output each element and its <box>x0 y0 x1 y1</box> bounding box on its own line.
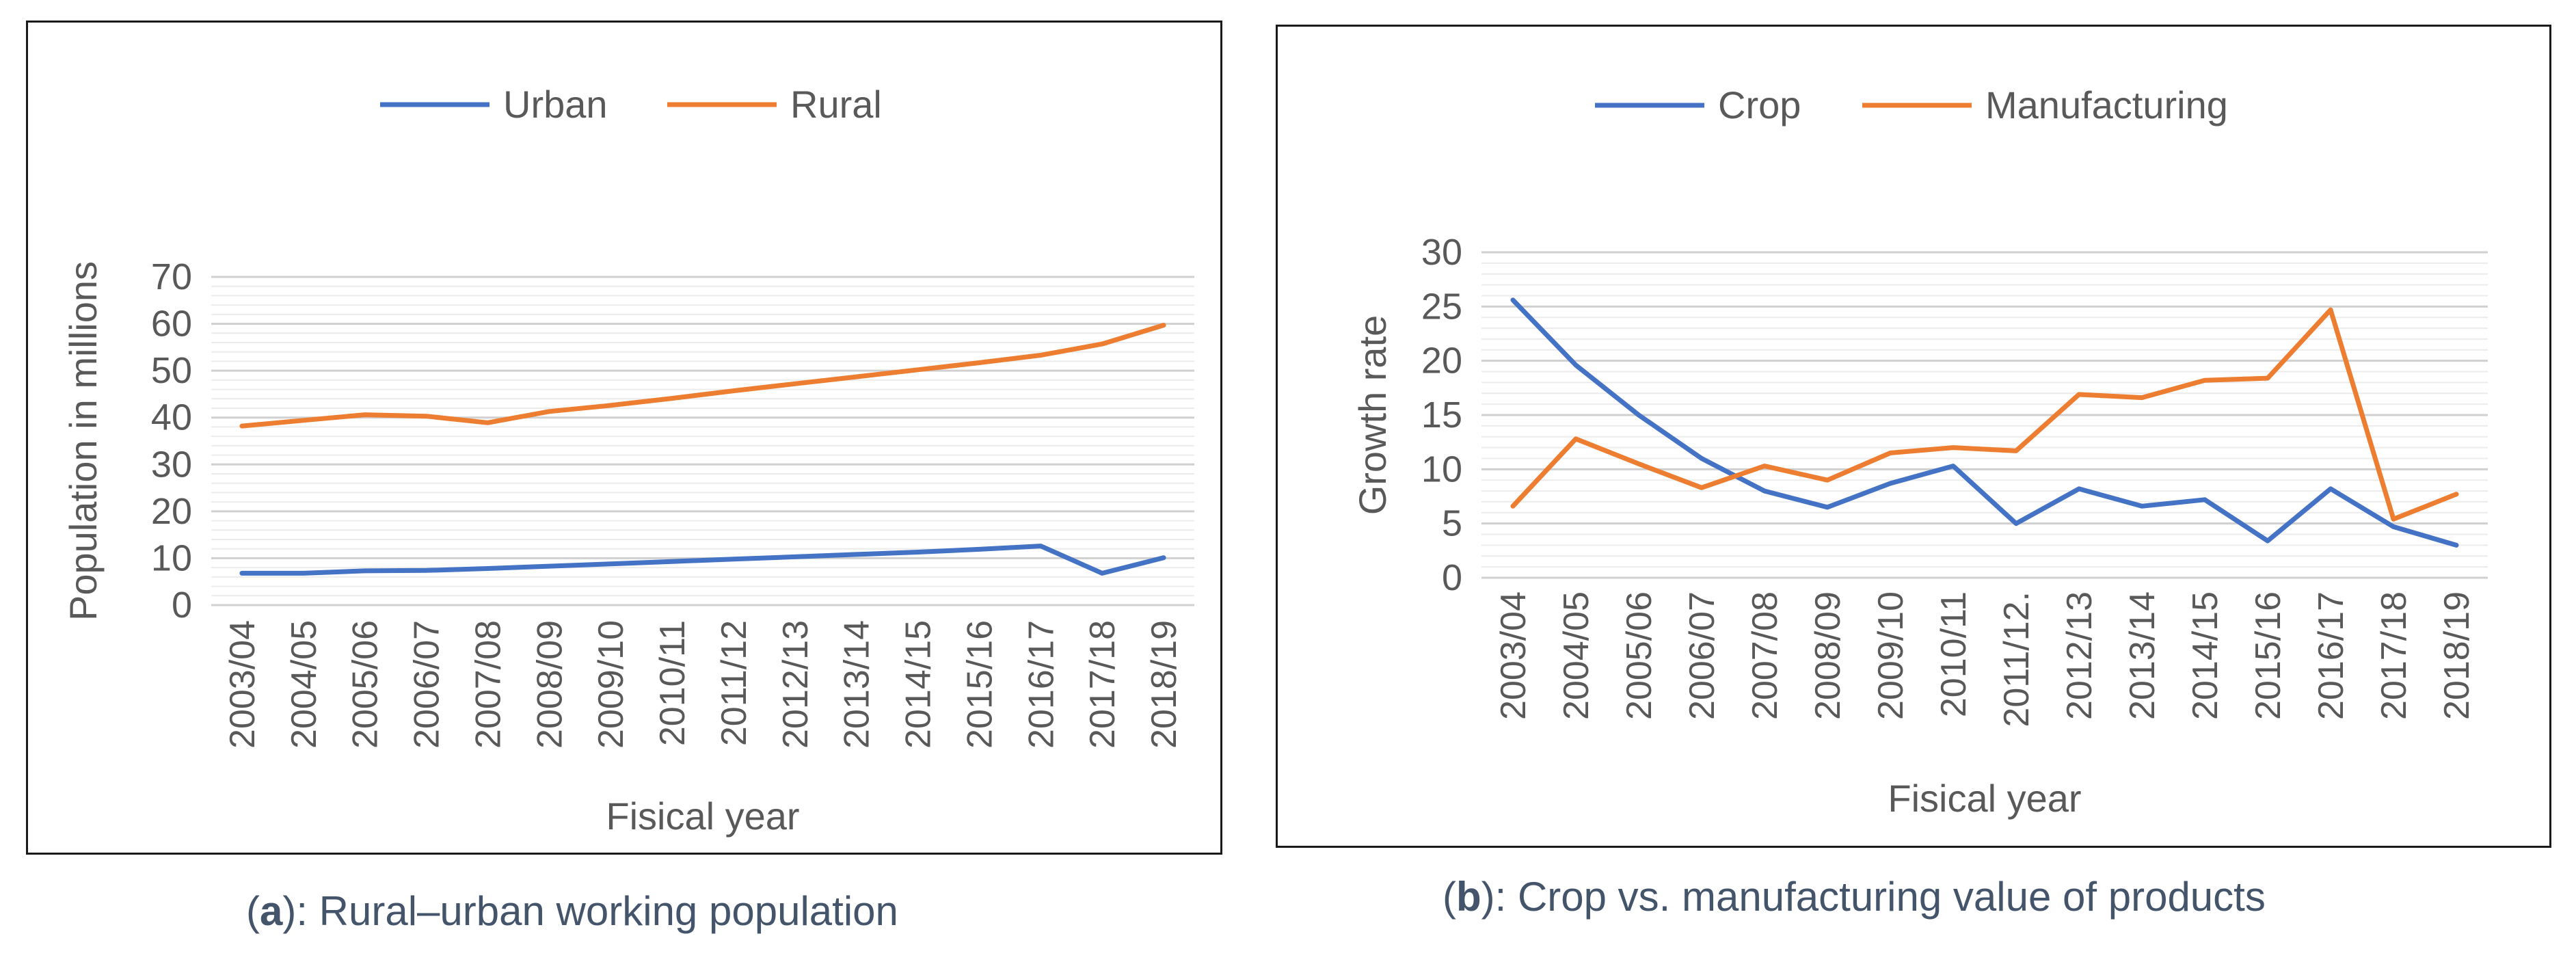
caption-a: (a): Rural–urban working population <box>246 887 898 935</box>
chart-b-x-tick-label: 2010/11 <box>1934 591 1974 717</box>
chart-a-series-line-urban <box>239 544 1166 576</box>
chart-b-x-axis-title: Fisical year <box>1888 777 2081 820</box>
chart-a-y-axis-title: Population in millions <box>62 261 105 621</box>
chart-a-x-tick-label: 2003/04 <box>223 620 263 749</box>
chart-b-x-tick-label: 2012/13 <box>2060 591 2099 720</box>
chart-a-panel: 0 10 20 30 40 50 60 70 2003/04 2004/05 2005/06 2006… <box>26 21 1222 855</box>
chart-b-y-tick-label: 20 <box>1421 340 1462 382</box>
chart-a-y-tick-label: 60 <box>151 304 192 345</box>
chart-a-x-tick-label: 2004/05 <box>284 620 324 749</box>
chart-a-legend-label-rural: Rural <box>790 83 882 126</box>
chart-b-x-tick-label: 2016/17 <box>2311 591 2351 720</box>
chart-b-y-tick-label: 10 <box>1421 449 1462 490</box>
chart-b-y-tick-label: 25 <box>1421 286 1462 327</box>
chart-b-legend-label-manufacturing: Manufacturing <box>1985 83 2228 126</box>
chart-a-legend-label-urban: Urban <box>503 83 608 126</box>
chart-b-x-tick-label: 2007/08 <box>1745 591 1785 720</box>
chart-b-y-tick-label: 5 <box>1442 503 1462 544</box>
caption-b-text: ): Crop vs. manufacturing value of produ… <box>1481 874 2266 920</box>
chart-a-x-tick-label: 2006/07 <box>407 620 447 749</box>
chart-a-y-tick-label: 30 <box>151 444 192 485</box>
chart-b-y-axis-title: Growth rate <box>1351 315 1394 516</box>
chart-a-x-tick-label: 2011/12 <box>714 620 754 746</box>
chart-a-x-tick-label: 2008/09 <box>530 620 569 749</box>
chart-a-y-tick-label: 40 <box>151 397 192 438</box>
chart-a-x-tick-label: 2013/14 <box>837 620 877 749</box>
chart-a-x-tick-label: 2016/17 <box>1021 620 1061 749</box>
chart-b-series-line-manufacturing <box>1510 307 2459 522</box>
chart-b-y-tick-label: 0 <box>1442 557 1462 598</box>
chart-b-x-tick-label: 2004/05 <box>1557 591 1596 720</box>
chart-b-x-tick-label: 2005/06 <box>1620 591 1659 720</box>
chart-b-x-tick-label: 2014/15 <box>2186 591 2225 720</box>
chart-b-x-tick-label: 2009/10 <box>1871 591 1911 720</box>
caption-a-text: ): Rural–urban working population <box>282 888 898 934</box>
chart-a-y-tick-label: 10 <box>151 537 192 578</box>
chart-a-y-tick-label: 20 <box>151 491 192 532</box>
chart-a-x-tick-label: 2010/11 <box>653 620 693 746</box>
chart-a: 0 10 20 30 40 50 60 70 2003/04 2004/05 2005/06 2006… <box>62 83 1194 838</box>
chart-a-x-tick-label: 2014/15 <box>899 620 939 749</box>
caption-b-open: ( <box>1443 874 1456 920</box>
chart-b-panel: 0 5 10 15 20 25 30 2003/04 2004/05 2005/06 2006/07… <box>1276 25 2551 848</box>
chart-b-x-tick-label: 2008/09 <box>1808 591 1848 720</box>
chart-b-x-tick-label: 2015/16 <box>2249 591 2288 720</box>
chart-b-x-tick-label: 2011/12. <box>1997 591 2037 727</box>
chart-b-y-tick-label: 15 <box>1421 395 1462 436</box>
caption-b: (b): Crop vs. manufacturing value of pro… <box>1443 873 2266 920</box>
chart-b: 0 5 10 15 20 25 30 2003/04 2004/05 2005/06 2006/07… <box>1351 83 2488 820</box>
chart-a-x-tick-label: 2015/16 <box>960 620 999 749</box>
chart-b-x-tick-label: 2017/18 <box>2374 591 2414 720</box>
chart-a-x-tick-label: 2017/18 <box>1083 620 1123 749</box>
chart-a-y-tick-label: 50 <box>151 350 192 391</box>
caption-a-open: ( <box>246 888 260 934</box>
chart-a-x-tick-label: 2018/19 <box>1144 620 1184 749</box>
chart-a-y-tick-label: 70 <box>151 256 192 297</box>
chart-b-x-tick-label: 2013/14 <box>2123 591 2162 720</box>
chart-a-series-line-rural <box>239 323 1166 429</box>
chart-a-x-tick-label: 2007/08 <box>468 620 508 749</box>
chart-b-x-tick-label: 2003/04 <box>1494 591 1533 720</box>
chart-a-x-tick-label: 2005/06 <box>346 620 386 749</box>
chart-b-x-tick-label: 2006/07 <box>1682 591 1722 720</box>
chart-b-y-tick-label: 30 <box>1421 232 1462 273</box>
chart-b-x-tick-label: 2018/19 <box>2437 591 2477 720</box>
chart-b-legend-label-crop: Crop <box>1718 83 1801 126</box>
chart-a-y-tick-label: 0 <box>172 585 192 626</box>
caption-b-letter: b <box>1455 874 1481 920</box>
chart-a-x-axis-title: Fisical year <box>606 794 799 838</box>
caption-a-letter: a <box>259 888 283 934</box>
chart-a-x-tick-label: 2009/10 <box>591 620 631 749</box>
chart-a-x-tick-label: 2012/13 <box>776 620 816 749</box>
chart-b-series-line-crop <box>1510 297 2459 548</box>
